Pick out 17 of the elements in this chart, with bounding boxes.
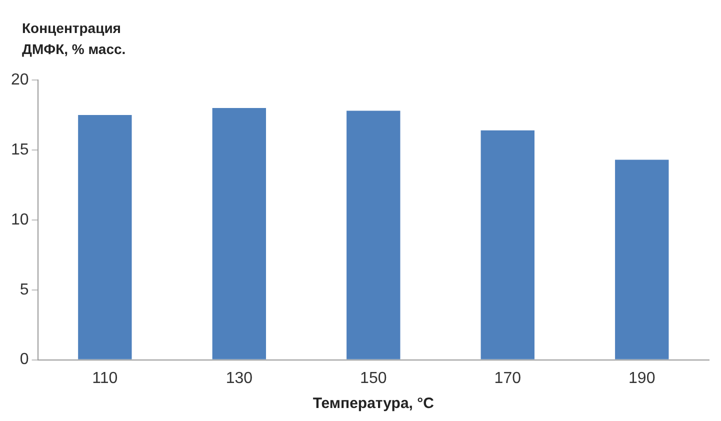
y-axis-title: Концентрация ДМФК, % масс. [22,19,126,59]
bar [480,130,534,360]
x-axis-title: Температура, °C [312,395,434,412]
y-tick-label: 15 [11,141,29,158]
y-tick-label: 0 [20,351,29,368]
y-tick-label: 10 [11,211,29,228]
y-tick-label: 5 [20,281,29,298]
bar [78,114,132,360]
x-tick-label: 170 [494,370,522,387]
x-tick-label: 130 [226,370,253,387]
x-tick-label: 150 [360,370,387,387]
x-tick-label: 110 [92,370,118,387]
bar [346,110,400,360]
bar [212,108,266,360]
x-tick-label: 190 [628,370,656,387]
bar [615,160,669,360]
y-tick-label: 20 [11,71,29,88]
